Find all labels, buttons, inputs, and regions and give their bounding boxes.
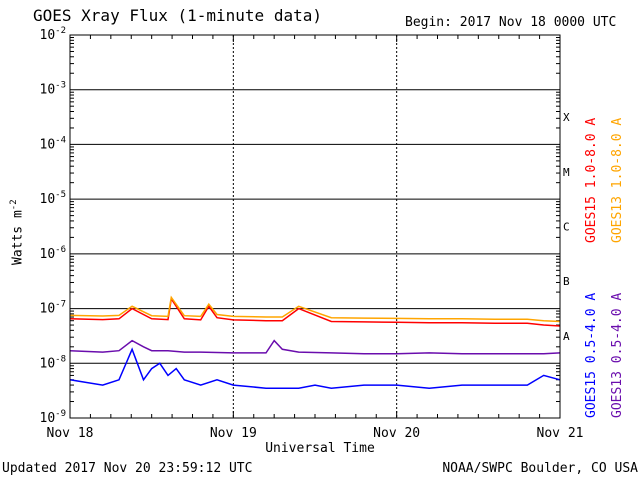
y-axis-label: Watts m-2 xyxy=(9,199,26,265)
plot-frame xyxy=(69,34,561,419)
y-tick-label-6: 10-8 xyxy=(40,354,67,371)
flare-class-x: X xyxy=(563,111,570,124)
y-tick-label-4: 10-6 xyxy=(40,245,67,262)
x-axis-label: Universal Time xyxy=(265,441,375,456)
flare-class-c: C xyxy=(563,221,570,234)
legend-goes15-short: GOES15 0.5-4.0 A xyxy=(584,292,599,418)
y-tick-label-3: 10-5 xyxy=(40,190,67,207)
series-line-0 xyxy=(69,296,561,327)
x-tick-label-1: Nov 19 xyxy=(210,426,257,441)
y-tick-label-7: 10-9 xyxy=(40,409,67,426)
legend-goes15-long: GOES15 1.0-8.0 A xyxy=(584,117,599,243)
x-tick-label-2: Nov 20 xyxy=(373,426,420,441)
flare-class-a: A xyxy=(563,330,570,343)
series-line-2 xyxy=(69,347,561,389)
series-line-3 xyxy=(69,339,561,355)
x-tick-label-3: Nov 21 xyxy=(537,426,584,441)
begin-time-label: Begin: 2017 Nov 18 0000 UTC xyxy=(405,15,617,30)
y-tick-label-2: 10-4 xyxy=(40,135,67,152)
credit-label: NOAA/SWPC Boulder, CO USA xyxy=(442,461,638,476)
x-tick-label-0: Nov 18 xyxy=(47,426,94,441)
updated-timestamp: Updated 2017 Nov 20 23:59:12 UTC xyxy=(2,461,253,476)
flare-class-m: M xyxy=(563,166,570,179)
flare-class-b: B xyxy=(563,275,570,288)
chart-title: GOES Xray Flux (1-minute data) xyxy=(33,6,322,25)
y-tick-label-5: 10-7 xyxy=(40,300,67,317)
series-line-1 xyxy=(69,295,561,323)
legend-goes13-long: GOES13 1.0-8.0 A xyxy=(610,117,625,243)
legend-goes13-short: GOES13 0.5-4.0 A xyxy=(610,292,625,418)
y-tick-label-1: 10-3 xyxy=(40,81,67,98)
y-tick-label-0: 10-2 xyxy=(40,26,67,43)
